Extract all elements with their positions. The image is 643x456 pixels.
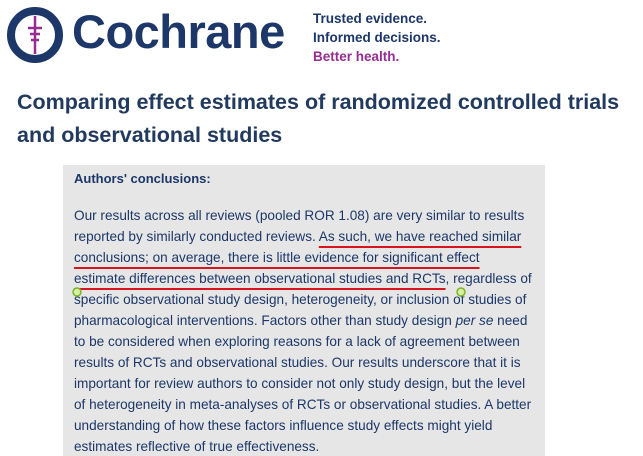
- text-span: estimate differences between observation…: [74, 271, 446, 286]
- text-span: As such, we have reached similar: [318, 229, 522, 244]
- text-line: conclusions; on average, there is little…: [74, 250, 480, 265]
- tagline: Better health.: [313, 49, 400, 64]
- text-line: of heterogeneity in meta-analyses of RCT…: [74, 397, 531, 412]
- text-span: conclusions; on average, there is little…: [74, 250, 480, 265]
- text-span: need: [493, 313, 528, 328]
- text-line: understanding of how these factors influ…: [74, 418, 492, 433]
- text-line: results of RCTs and observational studie…: [74, 355, 521, 370]
- text-line: estimates reflective of true effectivene…: [74, 439, 319, 454]
- article-title: Comparing effect estimates of randomized…: [17, 90, 620, 147]
- text-span: estimates reflective of true effectivene…: [74, 439, 320, 454]
- text-span: to be considered when exploring reasons …: [74, 334, 520, 349]
- text-line: estimate differences between observation…: [74, 271, 532, 286]
- text-span: important for review authors to consider…: [74, 376, 526, 391]
- logo[interactable]: [4, 4, 66, 66]
- brand[interactable]: Cochrane: [72, 5, 285, 58]
- text-span: results of RCTs and observational studie…: [74, 355, 521, 370]
- text-line: reported by similarly conducted reviews.…: [74, 229, 521, 244]
- text-line: Our results across all reviews (pooled R…: [74, 208, 524, 223]
- text-line: pharmacological interventions. Factors o…: [74, 313, 527, 328]
- text-line: important for review authors to consider…: [74, 376, 525, 391]
- text-span: per se: [455, 313, 494, 328]
- text-span: Our results across all reviews (pooled R…: [74, 208, 525, 223]
- text-span: , regardless of: [445, 271, 532, 286]
- abstract-box: [63, 165, 545, 456]
- text-span: specific observational study design, het…: [74, 292, 527, 307]
- tagline: Trusted evidence.: [313, 11, 428, 26]
- text-span: of heterogeneity in meta-analyses of RCT…: [74, 397, 532, 412]
- text-span: understanding of how these factors influ…: [74, 418, 493, 433]
- tagline: Informed decisions.: [313, 30, 441, 45]
- text-span: pharmacological interventions. Factors o…: [74, 313, 456, 328]
- text-span: reported by similarly conducted reviews.: [74, 229, 319, 244]
- text-line: to be considered when exploring reasons …: [74, 334, 520, 349]
- text-line: specific observational study design, het…: [74, 292, 526, 307]
- section-heading: Authors' conclusions:: [74, 171, 211, 186]
